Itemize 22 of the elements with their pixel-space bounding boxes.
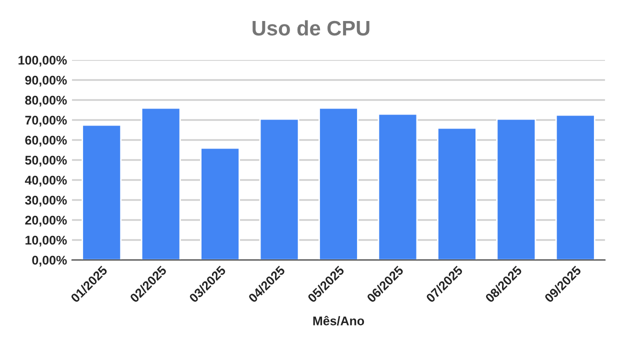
y-tick-label: 40,00% [24, 176, 67, 186]
bar [496, 118, 536, 260]
y-tick-label: 100,00% [18, 56, 67, 66]
bar [140, 107, 181, 260]
y-tick-label: 30,00% [25, 196, 67, 206]
bar [437, 127, 477, 260]
bar [318, 107, 358, 260]
y-tick-label: 0,00% [32, 256, 67, 266]
bar [259, 118, 300, 260]
bar [378, 113, 418, 260]
bar [555, 114, 596, 260]
y-tick-label: 80,00% [25, 96, 67, 106]
bar [200, 147, 240, 260]
bar [82, 124, 122, 260]
y-tick-label: 50,00% [25, 156, 67, 166]
chart-title: Uso de CPU [252, 20, 370, 36]
y-tick-label: 60,00% [25, 136, 67, 146]
y-tick-label: 20,00% [25, 216, 67, 226]
y-tick-label: 70,00% [25, 116, 67, 126]
y-tick-label: 90,00% [25, 76, 67, 86]
y-tick-label: 10,00% [26, 236, 67, 246]
x-axis-title: Mês/Ano [313, 316, 364, 326]
